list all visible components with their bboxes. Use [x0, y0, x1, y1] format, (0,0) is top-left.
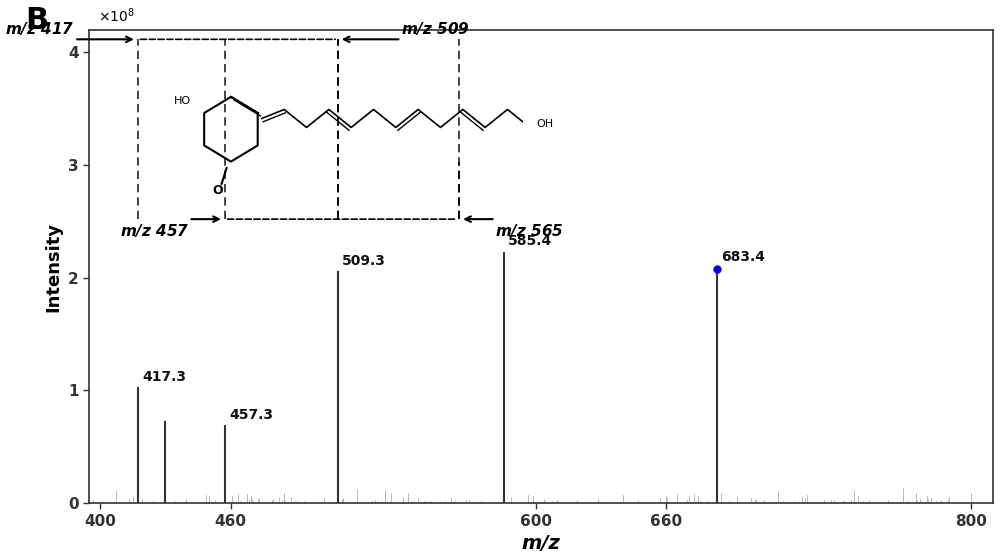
Text: 683.4: 683.4 [722, 250, 766, 264]
Text: 457.3: 457.3 [229, 408, 273, 422]
Text: 417.3: 417.3 [142, 370, 186, 384]
Text: 585.4: 585.4 [508, 235, 552, 249]
Text: B: B [26, 6, 49, 35]
Text: $\bfit{m/z}$ $\bfit{417}$: $\bfit{m/z}$ $\bfit{417}$ [5, 20, 74, 37]
Text: $\bfit{m/z}$ $\bfit{457}$: $\bfit{m/z}$ $\bfit{457}$ [120, 222, 189, 239]
Text: $\times10^8$: $\times10^8$ [98, 7, 135, 25]
X-axis label: m/z: m/z [522, 534, 560, 553]
Text: $\bfit{m/z}$ $\bfit{565}$: $\bfit{m/z}$ $\bfit{565}$ [495, 222, 564, 239]
Y-axis label: Intensity: Intensity [44, 221, 62, 311]
Text: $\bfit{m/z}$ $\bfit{509}$: $\bfit{m/z}$ $\bfit{509}$ [401, 20, 470, 37]
Text: 509.3: 509.3 [342, 254, 386, 268]
